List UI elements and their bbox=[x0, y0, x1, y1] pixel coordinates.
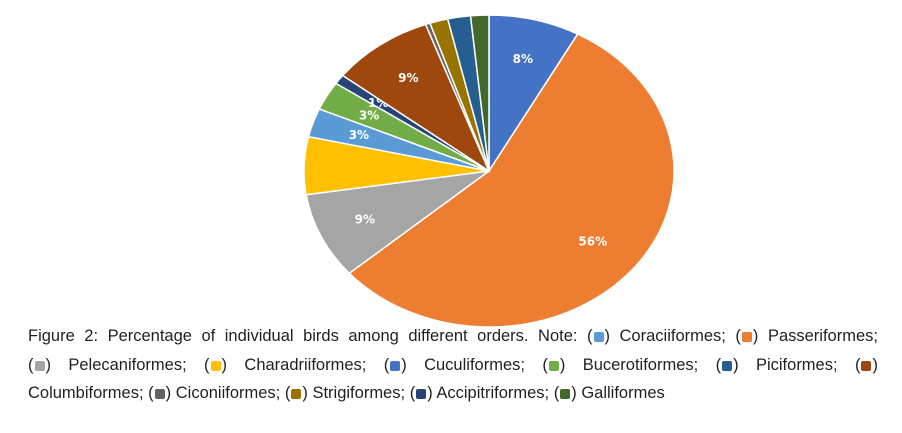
legend-entry-name: Accipitriformes bbox=[436, 384, 545, 402]
legend-swatch bbox=[416, 389, 427, 399]
legend-entry-5: () Bucerotiformes; bbox=[542, 355, 699, 374]
note-label: Note: bbox=[538, 327, 578, 345]
legend-entry-name: Cuculiformes bbox=[424, 355, 521, 374]
legend-swatch bbox=[861, 360, 872, 371]
legend-swatch bbox=[741, 332, 752, 342]
legend-swatch bbox=[548, 360, 559, 371]
pie-slice-passeriformes bbox=[348, 33, 675, 328]
legend-swatch bbox=[291, 389, 302, 399]
data-label-pelecaniformes: 9% bbox=[355, 213, 375, 227]
data-label-passeriformes: 56% bbox=[578, 234, 607, 248]
figure-text: : Percentage of individual birds among d… bbox=[93, 327, 539, 345]
legend-swatch bbox=[34, 360, 45, 371]
legend-entry-name: Passeriformes bbox=[767, 327, 874, 345]
legend-entry-1: () Passeriformes; bbox=[735, 327, 878, 345]
legend-entry-7-swatch: () bbox=[854, 355, 878, 374]
caption-line-3: Columbiformes; () Ciconiiformes; () Stri… bbox=[28, 384, 665, 402]
data-label-bucerotiformes: 3% bbox=[359, 108, 379, 122]
caption-line-1: Figure 2: Percentage of individual birds… bbox=[28, 322, 878, 351]
legend-entry-name: Strigiformes bbox=[312, 384, 401, 402]
legend-swatch bbox=[210, 360, 221, 371]
legend-swatch bbox=[390, 360, 401, 371]
pie-slice-pelecaniformes bbox=[305, 170, 490, 275]
legend-entry-9: () Strigiformes; bbox=[284, 384, 406, 402]
legend-entry-2: () Pelecaniformes; bbox=[28, 355, 187, 374]
legend-entry-name: Coraciiformes bbox=[619, 327, 722, 345]
legend-entry-11: () Galliformes bbox=[553, 384, 665, 402]
legend-entry-3: () Charadriiformes; bbox=[204, 355, 367, 374]
pie-slice-galliformes bbox=[469, 14, 490, 172]
legend-entry-name: Piciformes bbox=[755, 355, 833, 374]
legend-swatch bbox=[593, 332, 604, 342]
figure-caption: Figure 2: Percentage of individual birds… bbox=[28, 322, 878, 408]
legend-entry-name: Columbiformes bbox=[28, 384, 139, 402]
legend-swatch bbox=[560, 389, 571, 399]
pie-slice-coraciiformes bbox=[488, 14, 579, 174]
legend-entry-6: () Piciformes; bbox=[715, 355, 838, 374]
legend-entry-name: Ciconiiformes bbox=[175, 384, 276, 402]
pie-slice-columbiformes bbox=[341, 23, 491, 173]
pie-chart: 8%56%9%3%3%1%9% bbox=[303, 14, 675, 328]
legend-entry-0: () Coraciiformes; bbox=[587, 327, 726, 345]
legend-entry-name: Bucerotiformes bbox=[582, 355, 694, 374]
figure-label: Figure 2 bbox=[28, 327, 94, 345]
data-label-columbiformes: 9% bbox=[398, 71, 418, 85]
legend-entry-8: () Ciconiiformes; bbox=[148, 384, 281, 402]
legend-entry-name: Charadriiformes bbox=[244, 355, 362, 374]
data-label-coraciiformes: 8% bbox=[513, 52, 533, 66]
legend-entry-4: () Cuculiformes; bbox=[383, 355, 525, 374]
legend-entry-name: Pelecaniformes bbox=[68, 355, 183, 374]
legend-swatch bbox=[722, 360, 733, 371]
legend-entry-10: () Accipitriformes; bbox=[409, 384, 550, 402]
legend-entry-name: Galliformes bbox=[581, 384, 665, 402]
data-label-cuculiformes: 3% bbox=[349, 128, 369, 142]
caption-line-2: () Pelecaniformes; () Charadriiformes; (… bbox=[28, 351, 878, 380]
legend-swatch bbox=[154, 389, 165, 399]
